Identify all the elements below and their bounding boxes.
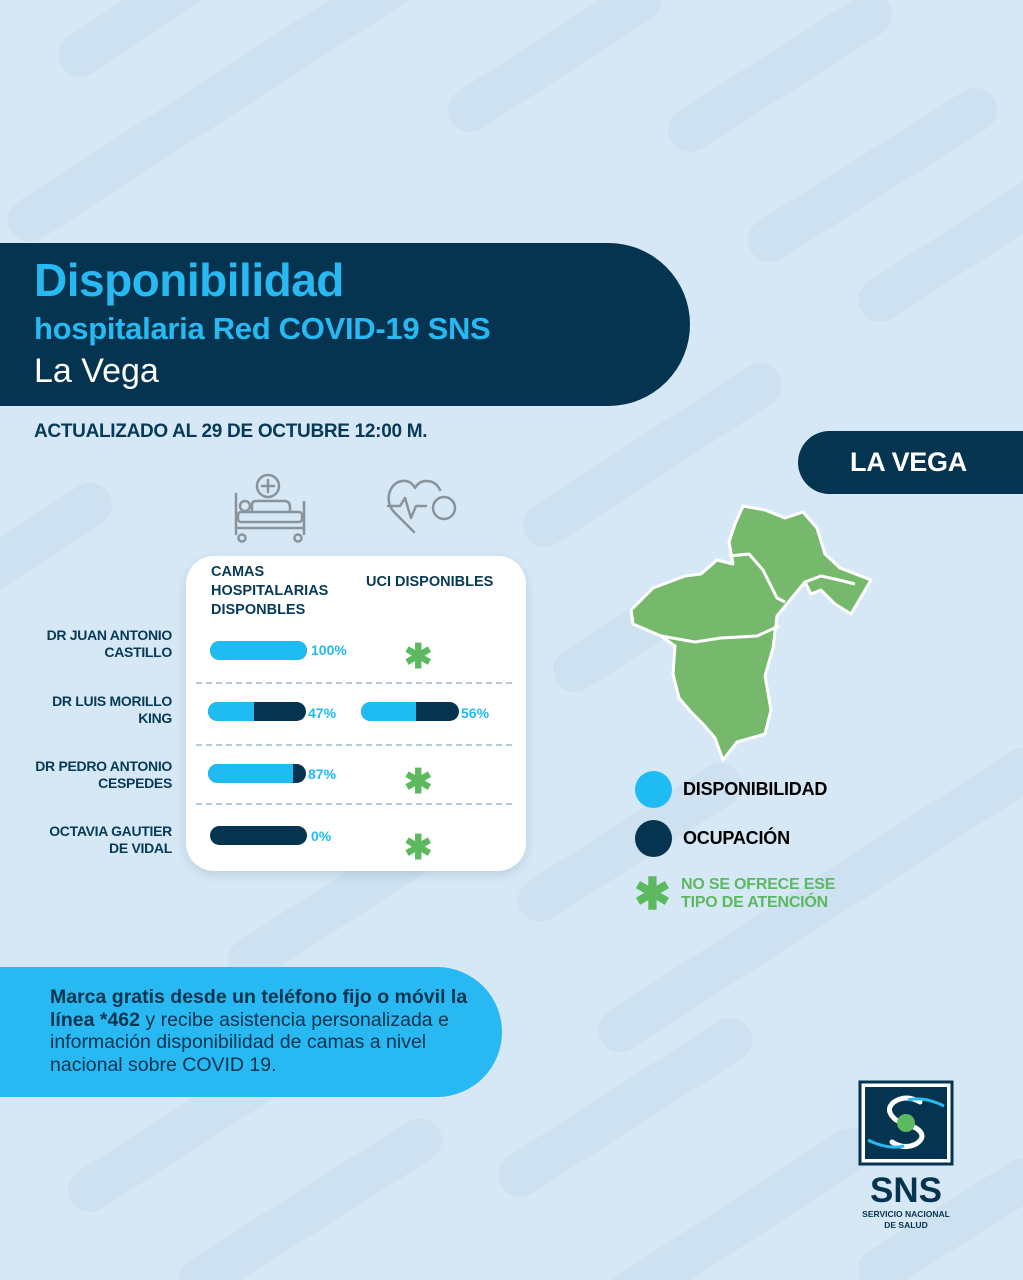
beds-percentage: 100% bbox=[311, 642, 347, 658]
region-badge bbox=[798, 431, 1023, 494]
hospital-bed-icon bbox=[234, 473, 306, 543]
title-line-2: hospitalaria Red COVID-19 SNS bbox=[34, 311, 491, 346]
beds-percentage: 47% bbox=[308, 705, 337, 721]
not-offered-asterisk-icon: ✱ bbox=[404, 638, 433, 676]
hospital-name: OCTAVIA GAUTIER DE VIDAL bbox=[49, 823, 172, 856]
not-offered-legend-label: NO SE OFRECE ESE TIPO DE ATENCIÓN bbox=[681, 876, 836, 911]
la-vega-map bbox=[629, 504, 873, 762]
icu-column-header: UCI DISPONIBLES bbox=[366, 574, 494, 590]
beds-percentage: 87% bbox=[308, 766, 337, 782]
beds-availability-bar bbox=[210, 641, 307, 660]
logo-subtitle: SERVICIO NACIONAL DE SALUD bbox=[862, 1209, 950, 1230]
region-label: LA VEGA bbox=[850, 447, 967, 477]
available-legend-label: DISPONIBILIDAD bbox=[683, 779, 828, 799]
hospital-name: DR PEDRO ANTONIO CESPEDES bbox=[35, 758, 172, 791]
title-line-3: La Vega bbox=[34, 352, 159, 390]
logo-name: SNS bbox=[870, 1171, 942, 1210]
updated-date: ACTUALIZADO AL 29 DE OCTUBRE 12:00 M. bbox=[34, 421, 428, 442]
row-divider bbox=[196, 803, 512, 805]
hospital-name: DR LUIS MORILLO KING bbox=[52, 693, 172, 726]
beds-availability-bar bbox=[208, 702, 306, 721]
title-banner bbox=[0, 243, 690, 406]
title-line-1: Disponibilidad bbox=[34, 254, 344, 306]
icu-percentage: 56% bbox=[461, 705, 490, 721]
hotline-message: Marca gratis desde un teléfono fijo o mó… bbox=[50, 986, 468, 1076]
icu-availability-bar bbox=[361, 702, 459, 721]
sns-emblem-icon bbox=[858, 1080, 954, 1166]
beds-availability-bar bbox=[210, 826, 307, 845]
beds-percentage: 0% bbox=[311, 828, 332, 844]
beds-availability-bar bbox=[208, 764, 306, 783]
sns-logo: SNS SERVICIO NACIONAL DE SALUD bbox=[858, 1080, 954, 1245]
not-offered-asterisk-icon: ✱ bbox=[404, 763, 433, 801]
row-divider bbox=[196, 744, 512, 746]
hotline-banner bbox=[0, 967, 502, 1097]
not-offered-legend-icon: ✱ bbox=[634, 870, 671, 919]
occupied-legend-swatch bbox=[635, 820, 672, 857]
heart-pulse-icon bbox=[386, 479, 457, 534]
hospital-name: DR JUAN ANTONIO CASTILLO bbox=[46, 627, 173, 660]
occupied-legend-label: OCUPACIÓN bbox=[683, 828, 790, 848]
available-legend-swatch bbox=[635, 771, 672, 808]
not-offered-asterisk-icon: ✱ bbox=[404, 829, 433, 867]
beds-column-header: CAMAS HOSPITALARIAS DISPONBLES bbox=[211, 564, 329, 618]
row-divider bbox=[196, 682, 512, 684]
